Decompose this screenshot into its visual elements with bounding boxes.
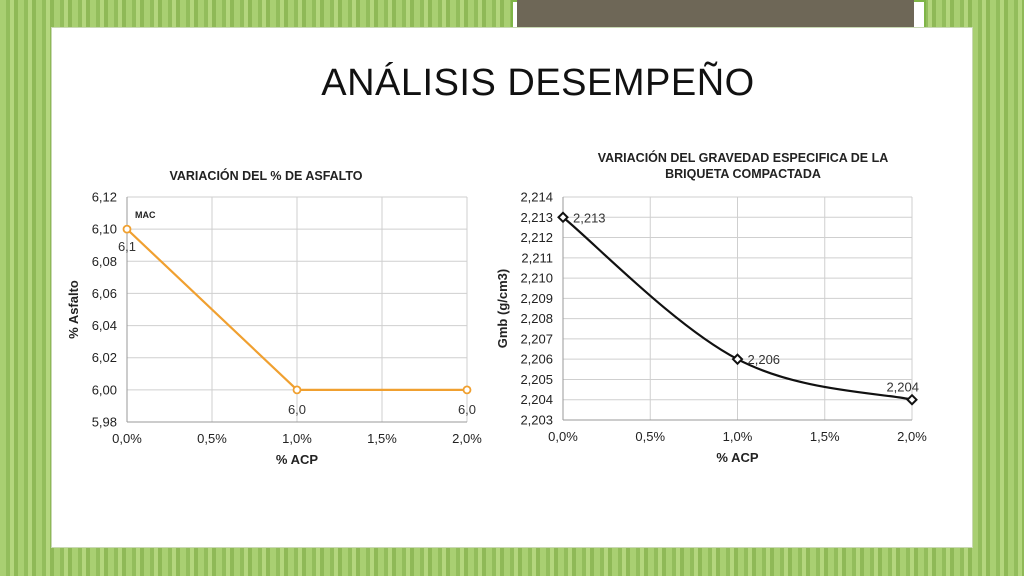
y-tick-label: 2,203 xyxy=(520,413,553,428)
data-label: 6,1 xyxy=(118,239,136,254)
x-tick-label: 2,0% xyxy=(897,429,927,444)
data-point xyxy=(906,393,918,406)
x-tick-label: 2,0% xyxy=(452,431,482,446)
y-tick-label: 5,98 xyxy=(92,415,117,430)
y-tick-label: 6,06 xyxy=(92,286,117,301)
data-label: 2,206 xyxy=(748,352,781,367)
y-axis-label: Gmb (g/cm3) xyxy=(495,269,510,348)
annotation-label: MAC xyxy=(135,210,156,220)
x-tick-label: 1,5% xyxy=(810,429,840,444)
y-tick-label: 2,211 xyxy=(521,250,553,265)
y-tick-label: 6,12 xyxy=(92,190,117,205)
x-axis-label: % ACP xyxy=(716,450,758,465)
y-tick-label: 2,212 xyxy=(520,230,553,245)
data-point xyxy=(122,224,132,234)
data-point xyxy=(462,385,472,395)
slide-panel xyxy=(51,27,973,548)
x-tick-label: 1,0% xyxy=(282,431,312,446)
y-axis-label: % Asfalto xyxy=(66,280,81,339)
data-point xyxy=(557,211,569,224)
data-label: 2,213 xyxy=(573,210,606,225)
y-tick-label: 6,10 xyxy=(92,222,117,237)
x-tick-label: 1,0% xyxy=(723,429,753,444)
y-tick-label: 2,213 xyxy=(520,210,553,225)
slide-title: ANÁLISIS DESEMPEÑO xyxy=(321,62,755,104)
y-tick-label: 2,205 xyxy=(520,372,553,387)
data-point xyxy=(731,353,744,366)
y-tick-label: 2,210 xyxy=(520,271,553,286)
x-tick-label: 1,5% xyxy=(367,431,397,446)
y-tick-label: 6,08 xyxy=(92,254,117,269)
x-tick-label: 0,0% xyxy=(548,429,578,444)
x-tick-label: 0,5% xyxy=(635,429,665,444)
y-tick-label: 2,209 xyxy=(520,291,553,306)
data-label: 6,0 xyxy=(458,402,476,417)
y-tick-label: 2,214 xyxy=(520,190,553,205)
y-tick-label: 2,206 xyxy=(520,352,553,367)
y-tick-label: 2,207 xyxy=(520,331,553,346)
y-tick-label: 6,04 xyxy=(92,318,117,333)
data-point xyxy=(292,385,302,395)
data-label: 6,0 xyxy=(288,402,306,417)
chart-title: VARIACIÓN DEL GRAVEDAD ESPECIFICA DE LA xyxy=(598,150,889,165)
chart-title: BRIQUETA COMPACTADA xyxy=(665,167,821,181)
data-label: 2,204 xyxy=(886,380,919,395)
x-axis-label: % ACP xyxy=(276,452,318,467)
x-tick-label: 0,0% xyxy=(112,431,142,446)
x-tick-label: 0,5% xyxy=(197,431,227,446)
y-tick-label: 2,208 xyxy=(520,311,553,326)
y-tick-label: 6,00 xyxy=(92,382,117,397)
chart-title: VARIACIÓN DEL % DE ASFALTO xyxy=(169,168,362,183)
y-tick-label: 6,02 xyxy=(92,350,117,365)
y-tick-label: 2,204 xyxy=(520,392,553,407)
